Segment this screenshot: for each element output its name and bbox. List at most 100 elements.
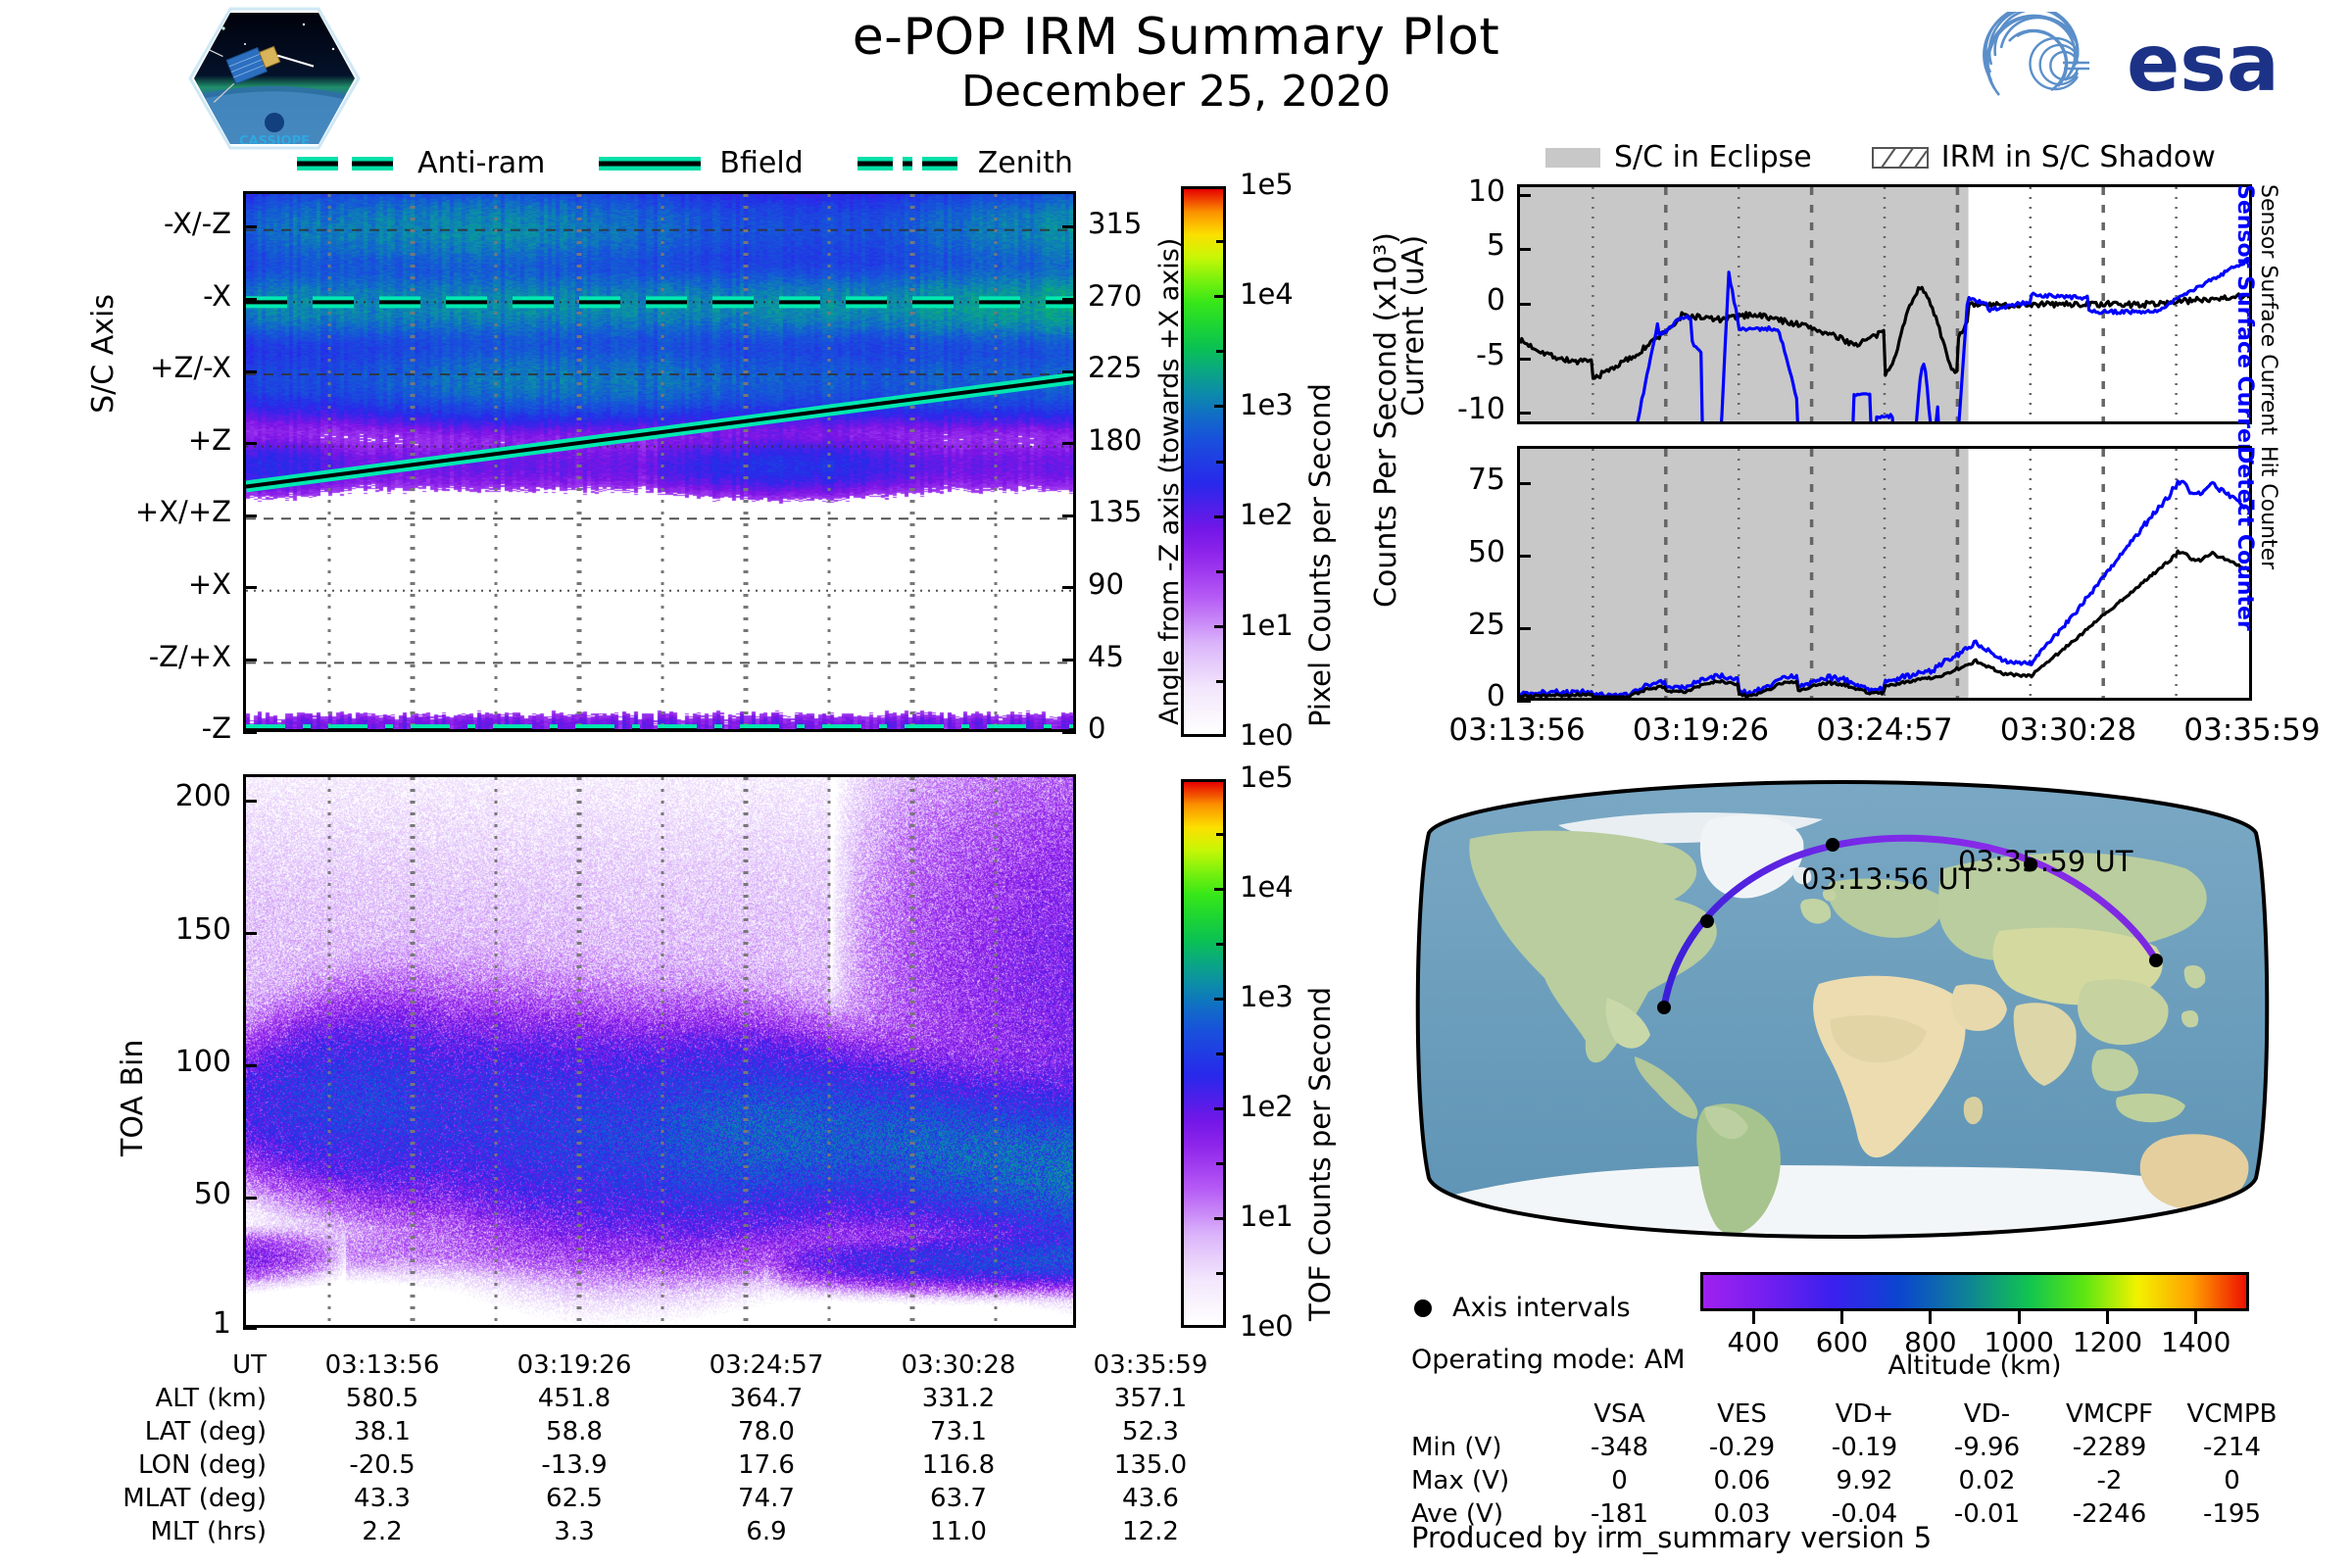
eclipse-legend: S/C in Eclipse IRM in S/C Shadow: [1544, 139, 2217, 175]
detect-counter-label: Detect Counter: [2232, 446, 2257, 631]
tick-label: 225: [1088, 351, 1143, 385]
altitude-tick: [1751, 1311, 1755, 1324]
colorbar-tick-label: 1e1: [1240, 1200, 1294, 1233]
column-header: VSA: [1593, 1399, 1645, 1429]
tick-label: -X/-Z: [164, 206, 231, 240]
tick-mark: [1062, 514, 1076, 517]
colorbar-minor-tick: [1216, 569, 1226, 573]
tick-label: 50: [193, 1176, 231, 1211]
table-cell: 52.3: [1122, 1417, 1179, 1446]
orbit-map[interactable]: [1411, 774, 2274, 1245]
table-row: Max (V) 0 0.06 9.92 0.02 -2 0: [1411, 1466, 2293, 1499]
table-cell: 03:30:28: [901, 1350, 1016, 1380]
tick-label: +Z: [187, 422, 231, 457]
tick-label: -Z/+X: [148, 639, 231, 673]
table-cell: 17.6: [738, 1450, 795, 1480]
tick-mark: [1062, 730, 1076, 734]
x-tick-label: 03:13:56: [1448, 712, 1586, 748]
altitude-colorbar: [1700, 1272, 2249, 1311]
axis-interval-marker: [2024, 858, 2037, 871]
table-cell: 78.0: [738, 1417, 795, 1446]
svg-text:CASSIOPE: CASSIOPE: [239, 134, 310, 149]
table-cell: -195: [2202, 1499, 2261, 1529]
tick-label: -5: [1476, 337, 1505, 372]
sc-axis-spectrogram[interactable]: [243, 191, 1076, 732]
tick-mark: [1062, 297, 1076, 301]
map-outline: [1415, 779, 2270, 1240]
table-cell: -0.04: [1831, 1499, 1898, 1529]
table-cell: 135.0: [1113, 1450, 1188, 1480]
sc-axis-heatmap-canvas: [246, 194, 1073, 729]
colorbar-tick-label: 1e3: [1240, 387, 1294, 421]
operating-mode: Operating mode: AM: [1411, 1345, 1686, 1375]
tick-label: 150: [174, 911, 231, 947]
page-title: e-POP IRM Summary Plot December 25, 2020: [588, 8, 1764, 117]
tick-label: 1: [212, 1306, 231, 1342]
table-cell: 43.3: [354, 1484, 411, 1513]
altitude-colorbar-label: Altitude (km): [1887, 1350, 2062, 1381]
column-header: VD+: [1835, 1399, 1894, 1429]
table-cell: 43.6: [1122, 1484, 1179, 1513]
altitude-tick: [2017, 1311, 2021, 1324]
eclipse-legend-label: S/C in Eclipse: [1614, 140, 1812, 174]
table-cell: -0.19: [1831, 1433, 1898, 1462]
row-label: MLAT (deg): [122, 1484, 267, 1513]
eclipse-shading: [1520, 449, 1969, 698]
world-map-svg: [1415, 779, 2270, 1240]
row-label: LAT (deg): [144, 1417, 267, 1446]
current-right-labels-2: Sensor Surface Current: [2256, 184, 2352, 435]
colorbar-tick-label: 1e5: [1240, 760, 1294, 794]
colorbar-tick: [1214, 405, 1226, 409]
colorbar-tick: [1214, 887, 1226, 891]
table-cell: -214: [2202, 1433, 2261, 1462]
table-cell: 03:24:57: [709, 1350, 824, 1380]
colorbar-tick-label: 1e4: [1240, 277, 1294, 312]
tick-label: +X: [187, 566, 231, 601]
counts-right-labels-2: Hit Counter: [2256, 446, 2352, 569]
table-row: UT 03:13:56 03:19:26 03:24:57 03:30:28 03:35:…: [39, 1350, 1247, 1384]
colorbar-tick-label: 1e2: [1240, 1090, 1294, 1123]
altitude-tick: [2105, 1311, 2109, 1324]
sc-axis-overlays: [246, 194, 1073, 729]
table-cell: 331.2: [921, 1384, 996, 1413]
tick-mark: [1517, 626, 1531, 630]
altitude-tick-label: 400: [1727, 1326, 1780, 1358]
tick-label: 315: [1088, 206, 1143, 240]
table-cell: 12.2: [1122, 1517, 1179, 1546]
table-cell: -9.96: [1953, 1433, 2021, 1462]
table-cell: -0.29: [1708, 1433, 1776, 1462]
table-header-row: VSA VES VD+ VD- VMCPF VCMPB: [1411, 1399, 2293, 1433]
tick-mark: [243, 931, 257, 935]
tick-mark: [1062, 369, 1076, 373]
tick-label: 0: [1486, 282, 1505, 318]
row-label: Min (V): [1411, 1433, 1502, 1462]
sensor-current-blue: [1636, 257, 2249, 421]
counts-plot[interactable]: [1517, 446, 2252, 701]
tick-label: -X: [203, 278, 231, 313]
tick-label: +Z/-X: [150, 351, 231, 385]
tick-label: -Z: [201, 711, 231, 746]
axis-intervals-legend: Axis intervals: [1411, 1292, 1632, 1324]
tick-mark: [1517, 193, 1531, 197]
tick-mark: [243, 1326, 257, 1330]
toa-bin-spectrogram[interactable]: [243, 774, 1076, 1328]
altitude-tick-label: 600: [1815, 1326, 1869, 1358]
colorbar-tick: [1214, 514, 1226, 518]
tick-mark: [1517, 357, 1531, 361]
map-end-label: 03:35:59 UT: [1958, 845, 2133, 878]
tick-label: 50: [1467, 534, 1505, 569]
tick-mark: [1062, 225, 1076, 229]
legend-label-bfield: Bfield: [719, 146, 804, 180]
table-row: LAT (deg) 38.1 58.8 78.0 73.1 52.3: [39, 1417, 1247, 1450]
current-plot[interactable]: [1517, 184, 2252, 424]
tick-mark: [1517, 248, 1531, 252]
table-cell: 580.5: [345, 1384, 419, 1413]
cntplot-svg: [1520, 449, 2249, 698]
tick-label: 25: [1467, 607, 1505, 642]
altitude-tick-label: 800: [1904, 1326, 1957, 1358]
tick-label: 75: [1467, 462, 1505, 497]
axis-intervals-label: Axis intervals: [1452, 1293, 1631, 1323]
tick-mark: [243, 799, 257, 803]
altitude-tick-label: 1400: [2161, 1326, 2231, 1358]
footer-produced-by: Produced by irm_summary version 5: [1411, 1521, 1933, 1554]
